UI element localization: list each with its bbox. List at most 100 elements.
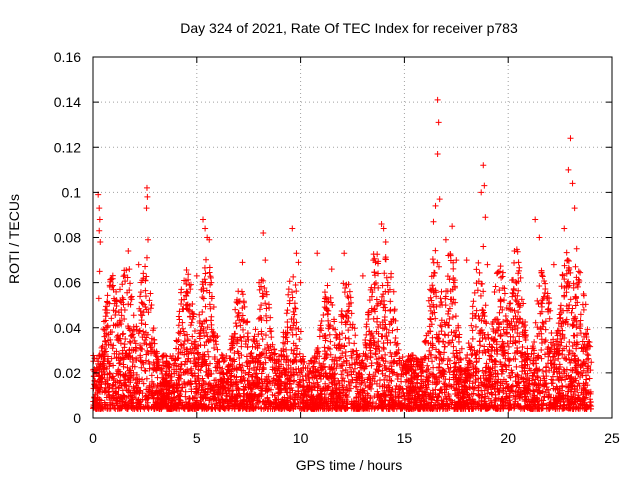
data-point-bulk — [258, 283, 265, 290]
data-point-bulk — [501, 290, 508, 297]
data-point-bulk — [470, 386, 477, 393]
data-point-bulk — [257, 361, 264, 368]
data-point-bulk — [557, 302, 564, 309]
data-point-bulk — [226, 355, 233, 362]
data-point-bulk — [113, 288, 120, 295]
data-point-bulk — [175, 313, 182, 320]
data-point-bulk — [332, 354, 339, 361]
data-point-bulk — [568, 393, 575, 400]
data-point-bulk — [173, 337, 180, 344]
data-point-bulk — [179, 384, 186, 391]
data-point-bulk — [588, 359, 595, 366]
data-point-bulk — [127, 339, 134, 346]
data-point-bulk — [322, 337, 329, 344]
data-point-bulk — [122, 278, 129, 285]
data-point-bulk — [469, 327, 476, 334]
data-point-bulk — [263, 317, 270, 324]
data-point-bulk — [316, 360, 323, 367]
data-point-bulk — [266, 347, 273, 354]
data-point-bulk — [329, 387, 336, 394]
data-point-bulk — [229, 357, 236, 364]
data-point-bulk — [448, 329, 455, 336]
data-point-bulk — [533, 381, 540, 388]
data-point-bulk — [251, 367, 258, 374]
data-point-bulk — [303, 377, 310, 384]
data-point-bulk — [573, 294, 580, 301]
data-point-bulk — [352, 332, 359, 339]
data-point-bulk — [510, 333, 517, 340]
data-point-bulk — [527, 390, 534, 397]
data-point-bulk — [290, 350, 297, 357]
data-point-bulk — [132, 395, 139, 402]
data-point-bulk — [391, 339, 398, 346]
data-point-bulk — [296, 336, 303, 343]
data-point-bulk — [344, 372, 351, 379]
data-point-bulk — [478, 397, 485, 404]
data-point-bulk — [462, 355, 469, 362]
data-point-bulk — [110, 322, 117, 329]
data-point-bulk — [238, 343, 245, 350]
data-point-bulk — [561, 276, 568, 283]
data-point-bulk — [174, 338, 181, 345]
data-point-bulk — [473, 266, 480, 273]
data-point-bulk — [578, 389, 585, 396]
data-point-bulk — [340, 358, 347, 365]
data-point-bulk — [374, 251, 381, 258]
data-point-bulk — [356, 381, 363, 388]
data-point-bulk — [580, 306, 587, 313]
data-point-bulk — [95, 352, 102, 359]
data-point-bulk — [513, 363, 520, 370]
data-point-bulk — [317, 322, 324, 329]
data-point-bulk — [428, 321, 435, 328]
data-point-bulk — [375, 338, 382, 345]
data-point-bulk — [432, 386, 439, 393]
data-point-bulk — [252, 371, 259, 378]
data-point-bulk — [548, 345, 555, 352]
data-point-bulk — [453, 347, 460, 354]
data-point-bulk — [511, 259, 518, 266]
data-point-bulk — [478, 387, 485, 394]
data-point-bulk — [496, 287, 503, 294]
data-point-bulk — [289, 289, 296, 296]
data-point-bulk — [429, 282, 436, 289]
data-point-bulk — [348, 310, 355, 317]
data-point-bulk — [361, 378, 368, 385]
data-point-bulk — [432, 354, 439, 361]
data-point-bulk — [293, 351, 300, 358]
data-point-bulk — [176, 372, 183, 379]
data-point-bulk — [542, 285, 549, 292]
data-point-bulk — [112, 397, 119, 404]
data-point-bulk — [476, 315, 483, 322]
data-point-bulk — [585, 369, 592, 376]
data-point-bulk — [372, 280, 379, 287]
data-point-bulk — [316, 333, 323, 340]
data-point-bulk — [488, 389, 495, 396]
data-point-bulk — [153, 353, 160, 360]
data-point-bulk — [346, 288, 353, 295]
data-point-bulk — [326, 346, 333, 353]
data-point-bulk — [430, 301, 437, 308]
data-point-bulk — [499, 269, 506, 276]
data-point-bulk — [147, 290, 154, 297]
data-point-bulk — [550, 361, 557, 368]
data-point-bulk — [258, 302, 265, 309]
data-point-bulk — [130, 358, 137, 365]
data-point-bulk — [385, 329, 392, 336]
data-point-bulk — [574, 299, 581, 306]
data-point-bulk — [181, 338, 188, 345]
data-point-bulk — [583, 376, 590, 383]
data-point-bulk — [502, 330, 509, 337]
data-point-bulk — [433, 354, 440, 361]
data-point-bulk — [267, 380, 274, 387]
data-point-bulk — [464, 351, 471, 358]
data-point-bulk — [465, 340, 472, 347]
data-point-bulk — [261, 346, 268, 353]
data-point-bulk — [204, 348, 211, 355]
data-point-bulk — [534, 297, 541, 304]
data-point-bulk — [177, 349, 184, 356]
data-point-bulk — [419, 359, 426, 366]
data-point-bulk — [484, 331, 491, 338]
data-point-bulk — [564, 257, 571, 264]
data-point-bulk — [205, 353, 212, 360]
data-point-bulk — [296, 376, 303, 383]
